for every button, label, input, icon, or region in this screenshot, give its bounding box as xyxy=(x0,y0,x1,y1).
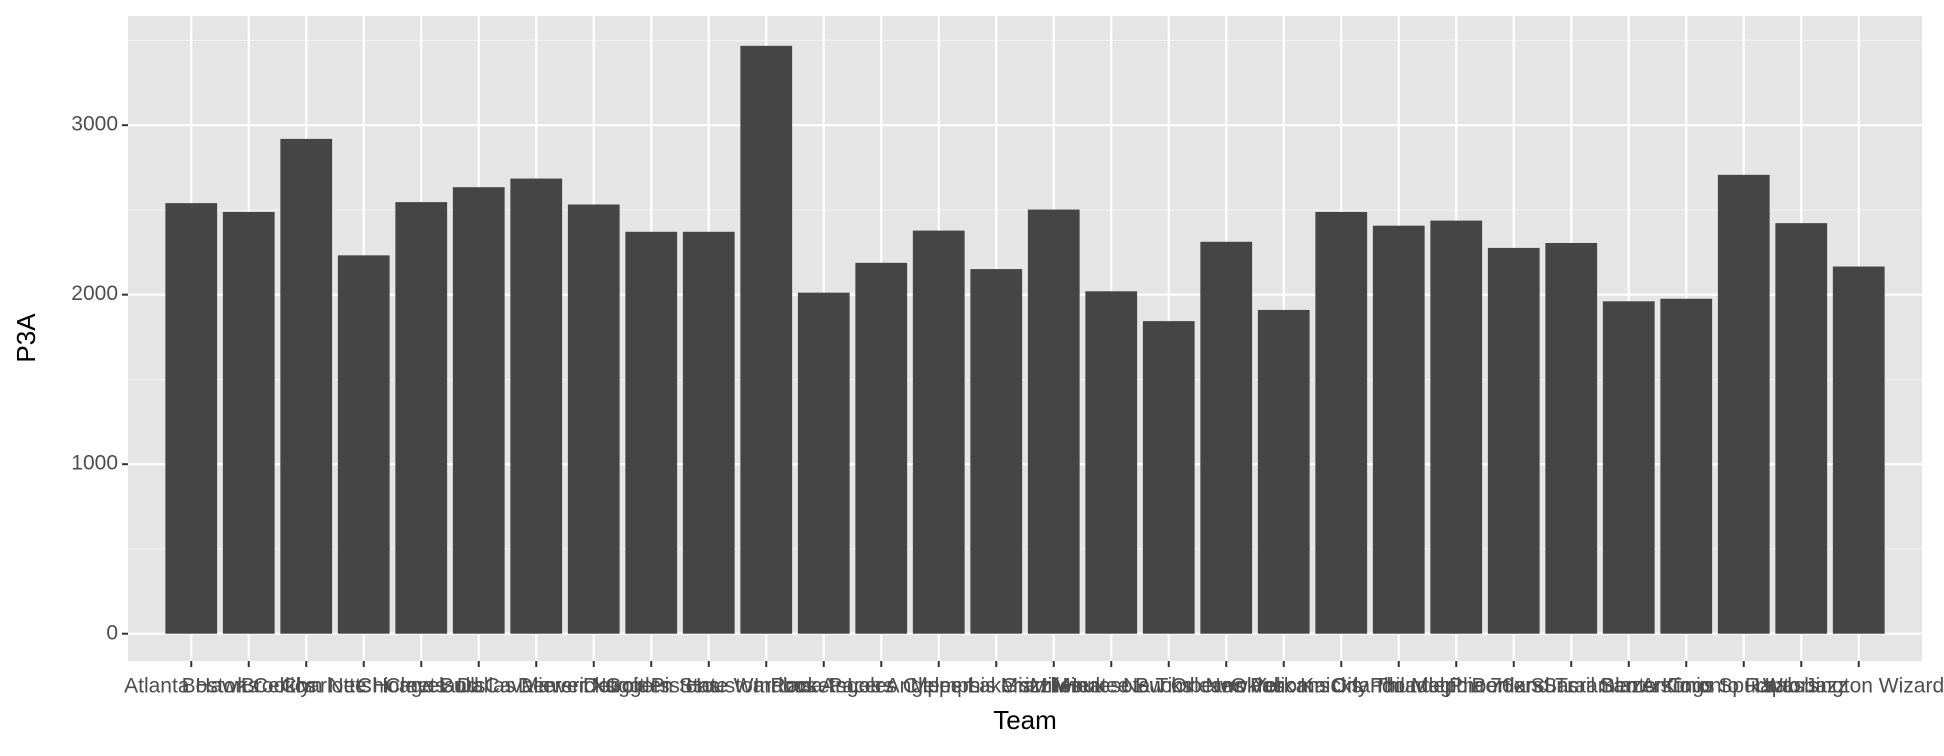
x-tick-label: Dallas Mavericks xyxy=(457,675,616,698)
bar xyxy=(1717,174,1770,634)
bar xyxy=(1027,209,1080,634)
x-tick-label: Boston Celtics xyxy=(182,675,316,698)
x-tick-label: Indiana Pacers xyxy=(754,675,894,698)
x-tick-label: Denver Nuggets xyxy=(518,675,670,698)
bar xyxy=(855,262,908,634)
bar xyxy=(1085,291,1138,634)
x-tick-label: Memphis Grizzlies xyxy=(910,675,1082,698)
bar xyxy=(682,231,735,634)
x-tick-label: Phoenix Suns xyxy=(1449,675,1579,698)
y-tick-label: 3000 xyxy=(71,113,118,136)
x-tick-label: Brooklyn Nets xyxy=(241,675,372,698)
y-tick-label: 0 xyxy=(106,621,118,644)
x-tick-label: Golden State Warriors xyxy=(605,675,812,698)
bar xyxy=(165,203,218,634)
bar xyxy=(222,211,275,634)
bar xyxy=(1487,247,1540,634)
x-tick-label: Detroit Pistons xyxy=(583,675,720,698)
x-tick-label: Houston Rockets xyxy=(686,675,846,698)
bar xyxy=(1832,266,1885,634)
x-tick-label: Philadelphia 76ers xyxy=(1370,675,1543,698)
x-tick-label: Los Angeles Clippers xyxy=(783,675,980,698)
bar xyxy=(567,204,620,634)
x-tick-label: New York Knicks xyxy=(1206,675,1362,698)
x-tick-label: Oklahoma City Thunder xyxy=(1231,675,1452,698)
x-tick-label: Sacramento Kings xyxy=(1543,675,1715,698)
y-tick-label: 2000 xyxy=(71,282,118,305)
x-tick-label: Washington Wizards xyxy=(1763,675,1944,698)
bar xyxy=(740,45,793,634)
x-tick-label: San Antonio Spurs xyxy=(1599,675,1773,698)
bar xyxy=(1660,298,1713,634)
bar xyxy=(970,269,1023,634)
bar xyxy=(337,255,390,634)
bar xyxy=(510,178,563,634)
x-tick-label: New Orleans Pelicans xyxy=(1123,675,1330,698)
x-tick-label: Chicago Bulls xyxy=(357,675,485,698)
x-tick-label: Cleveland Cavaliers xyxy=(385,675,572,698)
bar xyxy=(395,202,448,634)
bar xyxy=(1775,223,1828,634)
bar xyxy=(1545,242,1598,634)
y-tick-label: 1000 xyxy=(71,452,118,475)
bar xyxy=(1315,211,1368,634)
x-tick-label: Orlando Magic xyxy=(1330,675,1467,698)
x-tick-label: Miami Heat xyxy=(1001,675,1107,698)
x-axis-title: Team xyxy=(993,705,1057,735)
x-tick-label: Atlanta Hawks xyxy=(124,675,258,698)
x-tick-label: Los Angeles Lakers xyxy=(847,675,1030,698)
x-tick-label: Toronto Raptors xyxy=(1669,675,1818,698)
bar xyxy=(452,187,505,634)
y-axis-title: P3A xyxy=(11,313,41,363)
bar xyxy=(1430,220,1483,634)
x-tick-label: Milwaukee Bucks xyxy=(1030,675,1192,698)
bar xyxy=(1200,241,1253,634)
bar xyxy=(280,138,333,634)
bar xyxy=(625,231,678,634)
bar xyxy=(1142,321,1195,634)
x-tick-label: Charlotte Hornets xyxy=(281,675,446,698)
bar xyxy=(1372,225,1425,634)
bar xyxy=(1257,309,1310,634)
x-tick-label: Minnesota Timberwolves xyxy=(1053,675,1284,698)
x-tick-label: Portland Trail Blazers xyxy=(1471,675,1671,698)
bar xyxy=(1602,301,1655,634)
x-tick-label: Utah Jazz xyxy=(1755,675,1848,698)
bar xyxy=(912,230,965,634)
bar xyxy=(797,292,850,634)
